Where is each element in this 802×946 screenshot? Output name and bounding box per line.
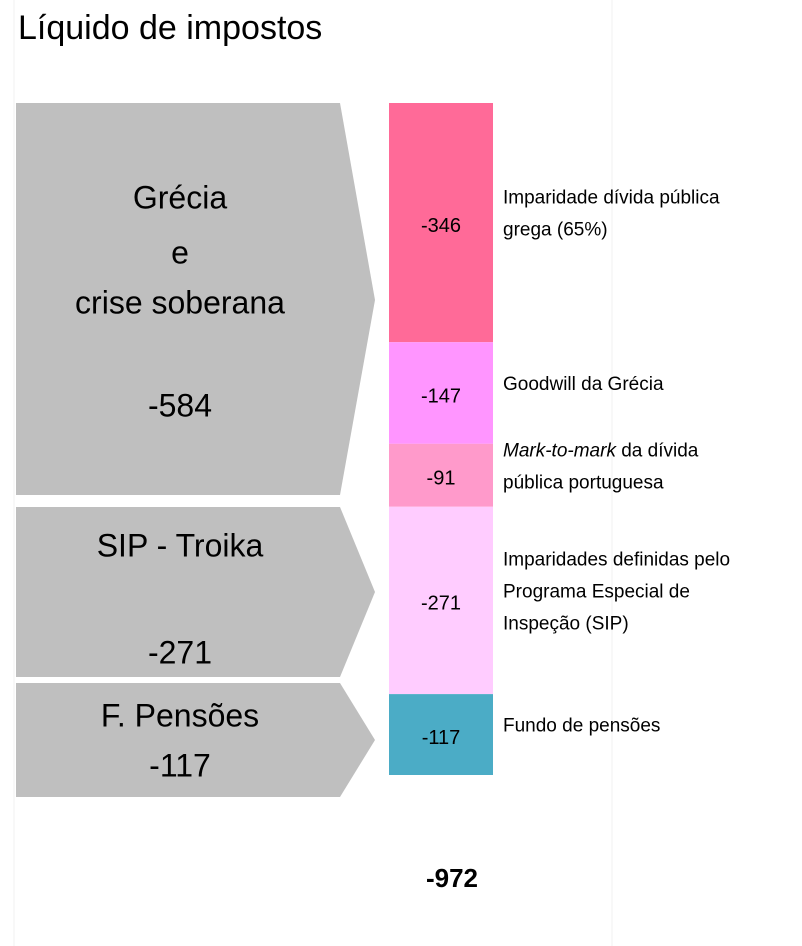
segment bbox=[389, 103, 493, 343]
group-label: F. Pensões bbox=[101, 697, 259, 733]
group-arrow bbox=[16, 507, 375, 677]
group-label: SIP - Troika bbox=[97, 527, 264, 563]
segment-value: -346 bbox=[421, 215, 461, 237]
title: Líquido de impostos bbox=[18, 9, 322, 47]
group-total: -584 bbox=[148, 387, 212, 423]
segment-description: Imparidade dívida pública bbox=[503, 188, 720, 209]
grand-total: -972 bbox=[426, 863, 478, 893]
segment-description: pública portuguesa bbox=[503, 472, 664, 493]
description-text: Imparidades definidas pelo bbox=[503, 549, 730, 570]
description-text: Fundo de pensões bbox=[503, 716, 660, 737]
group-label: Grécia bbox=[133, 179, 227, 215]
segment bbox=[389, 443, 493, 507]
description-text: da dívida bbox=[616, 440, 699, 461]
segment-description: Inspeção (SIP) bbox=[503, 613, 629, 634]
group-arrow bbox=[16, 683, 375, 797]
segment-description: Imparidades definidas pelo bbox=[503, 549, 730, 570]
description-text: Goodwill da Grécia bbox=[503, 374, 664, 395]
segment-value: -271 bbox=[421, 593, 461, 615]
segment-value: -147 bbox=[421, 385, 461, 407]
segment-value: -91 bbox=[427, 468, 456, 490]
group-label: e bbox=[171, 234, 189, 270]
segment-description: Programa Especial de bbox=[503, 581, 690, 602]
group-total: -117 bbox=[149, 747, 211, 783]
segment-description: Fundo de pensões bbox=[503, 716, 660, 737]
segment-description: grega (65%) bbox=[503, 220, 608, 241]
group-total: -271 bbox=[148, 634, 212, 670]
description-text: grega (65%) bbox=[503, 220, 608, 241]
group-arrow bbox=[16, 103, 375, 495]
segment bbox=[389, 506, 493, 695]
emphasis: Mark-to-mark bbox=[503, 440, 617, 461]
description-text: Inspeção (SIP) bbox=[503, 613, 629, 634]
description-text: Imparidade dívida pública bbox=[503, 188, 720, 209]
segment-value: -117 bbox=[422, 727, 461, 749]
segment-description: Goodwill da Grécia bbox=[503, 374, 664, 395]
segment-description: Mark-to-mark da dívida bbox=[503, 440, 699, 461]
segment bbox=[389, 342, 493, 444]
segment bbox=[389, 694, 493, 775]
description-text: pública portuguesa bbox=[503, 472, 664, 493]
description-text: Programa Especial de bbox=[503, 581, 690, 602]
group-label: crise soberana bbox=[75, 284, 285, 320]
